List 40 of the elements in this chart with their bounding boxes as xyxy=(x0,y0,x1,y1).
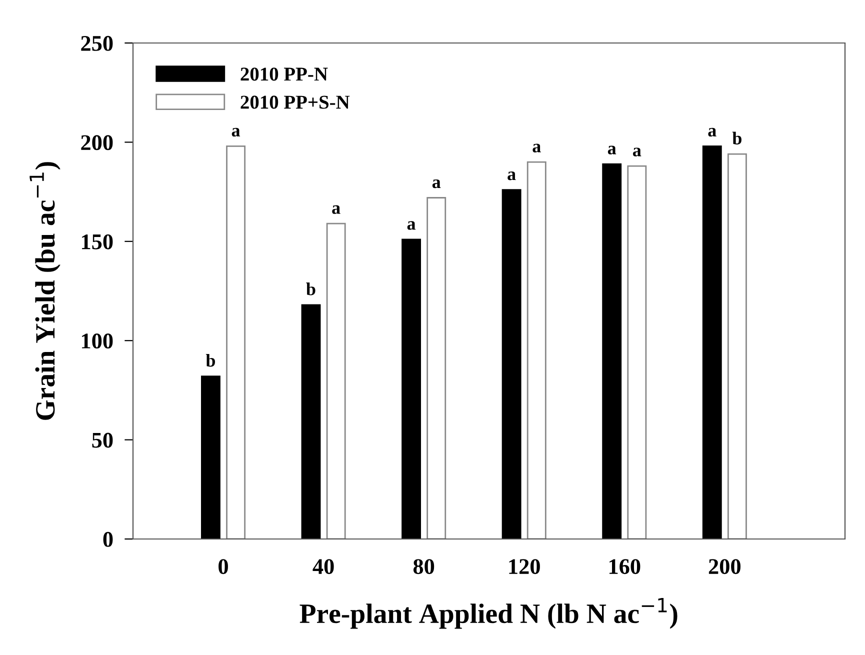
annotation: a xyxy=(632,148,642,156)
bar xyxy=(201,376,220,539)
bar xyxy=(602,163,622,539)
annotation: a xyxy=(232,128,240,137)
x-tick-label: 200 xyxy=(708,559,740,574)
legend-label: 2010 PP+S-N xyxy=(240,96,350,109)
y-axis-title: Grain Yield (bu ac$^{−1}$) xyxy=(30,162,60,420)
annotation: a xyxy=(407,221,416,230)
bar xyxy=(402,238,421,539)
x-tick-label: 0 xyxy=(218,559,228,574)
annotation: a xyxy=(608,146,616,154)
bar xyxy=(526,161,546,539)
y-tick-label: 250 xyxy=(81,36,113,51)
y-tick-label: 0 xyxy=(103,532,113,547)
annotation: a xyxy=(532,144,541,152)
y-tick-label: 150 xyxy=(82,234,113,250)
bar xyxy=(627,165,647,539)
annotation: a xyxy=(508,172,516,180)
bar xyxy=(426,197,446,539)
bar xyxy=(326,222,346,539)
annotation: a xyxy=(432,179,441,188)
annotation: b xyxy=(306,282,316,296)
annotation: a xyxy=(332,205,340,214)
bar xyxy=(727,153,747,539)
y-tick-label: 200 xyxy=(81,135,113,150)
y-tick-label: 50 xyxy=(92,432,113,448)
x-tick-label: 120 xyxy=(509,559,540,574)
x-axis-title: Pre-plant Applied N (lb N ac$^{−1}$) xyxy=(300,598,678,629)
bar xyxy=(301,304,321,539)
legend-label: 2010 PP-N xyxy=(240,68,328,81)
x-tick-label: 40 xyxy=(312,559,334,574)
x-tick-label: 80 xyxy=(413,559,434,574)
annotation: b xyxy=(206,354,216,367)
bar xyxy=(502,189,522,539)
annotation: b xyxy=(732,132,742,144)
x-tick-label: 160 xyxy=(609,559,640,574)
annotation: a xyxy=(708,128,716,137)
bar xyxy=(226,145,246,539)
bar xyxy=(702,145,722,539)
y-tick-label: 100 xyxy=(82,334,113,349)
